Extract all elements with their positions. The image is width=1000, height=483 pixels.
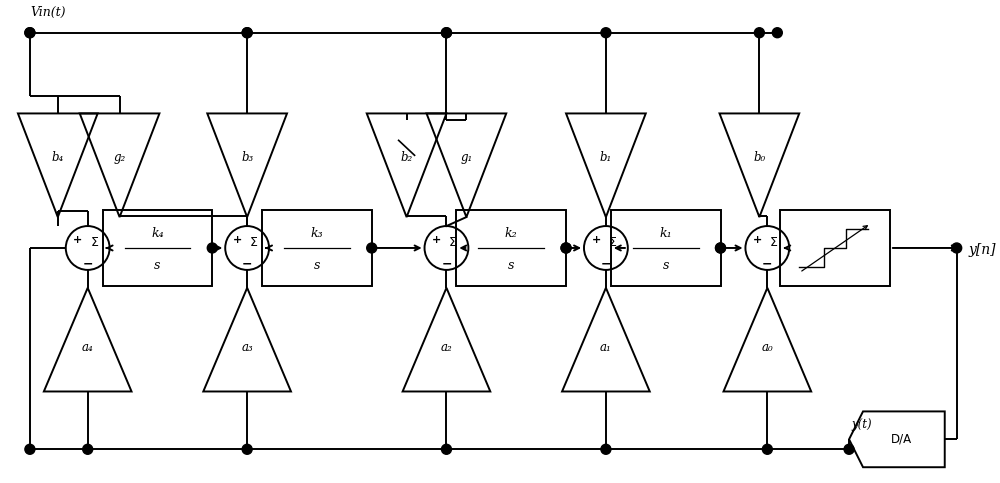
Text: g₁: g₁ [460, 151, 473, 164]
Circle shape [952, 243, 962, 253]
Circle shape [762, 444, 772, 455]
Text: s: s [154, 258, 161, 271]
Circle shape [772, 28, 782, 38]
Text: s: s [663, 258, 669, 271]
Text: −: − [762, 257, 773, 270]
Text: b₄: b₄ [52, 151, 64, 164]
Bar [780, 210, 890, 286]
Text: +: + [233, 235, 242, 245]
Bar [262, 210, 372, 286]
Text: y[n]: y[n] [969, 243, 996, 257]
Text: Σ: Σ [609, 236, 616, 249]
Circle shape [207, 243, 217, 253]
Text: k₄: k₄ [151, 227, 164, 240]
Text: a₄: a₄ [82, 341, 94, 354]
Text: a₃: a₃ [241, 341, 253, 354]
Circle shape [441, 28, 451, 38]
Text: b₁: b₁ [600, 151, 612, 164]
Circle shape [561, 243, 571, 253]
Circle shape [242, 28, 252, 38]
Text: −: − [82, 257, 93, 270]
Text: +: + [591, 235, 601, 245]
Bar [611, 210, 721, 286]
Text: +: + [432, 235, 441, 245]
Text: g₂: g₂ [113, 151, 126, 164]
Text: s: s [508, 258, 514, 271]
Circle shape [25, 444, 35, 455]
Text: y(t): y(t) [852, 418, 872, 431]
Circle shape [601, 444, 611, 455]
Text: D/A: D/A [891, 433, 912, 446]
Circle shape [242, 444, 252, 455]
Circle shape [601, 28, 611, 38]
Text: a₁: a₁ [600, 341, 612, 354]
Circle shape [25, 28, 35, 38]
Text: k₁: k₁ [659, 227, 672, 240]
Text: a₀: a₀ [761, 341, 773, 354]
Text: k₂: k₂ [505, 227, 518, 240]
Circle shape [754, 28, 764, 38]
Circle shape [367, 243, 377, 253]
Circle shape [441, 28, 451, 38]
Circle shape [441, 444, 451, 455]
Text: s: s [314, 258, 320, 271]
Text: k₃: k₃ [311, 227, 323, 240]
Circle shape [83, 444, 93, 455]
Text: Vin(t): Vin(t) [30, 6, 65, 19]
Circle shape [716, 243, 725, 253]
Text: b₂: b₂ [400, 151, 413, 164]
Text: a₂: a₂ [441, 341, 452, 354]
Text: −: − [441, 257, 452, 270]
Text: Σ: Σ [449, 236, 457, 249]
Text: +: + [753, 235, 762, 245]
Circle shape [561, 243, 571, 253]
Text: b₀: b₀ [753, 151, 766, 164]
Text: b₃: b₃ [241, 151, 253, 164]
Text: −: − [242, 257, 252, 270]
Text: −: − [601, 257, 611, 270]
Circle shape [844, 444, 854, 455]
Circle shape [242, 28, 252, 38]
Bar [103, 210, 212, 286]
Text: Σ: Σ [90, 236, 98, 249]
Text: +: + [73, 235, 82, 245]
Circle shape [716, 243, 725, 253]
Circle shape [25, 28, 35, 38]
Bar [456, 210, 566, 286]
Text: Σ: Σ [770, 236, 778, 249]
Text: Σ: Σ [250, 236, 258, 249]
